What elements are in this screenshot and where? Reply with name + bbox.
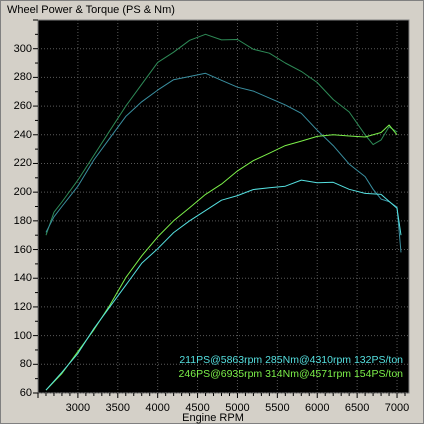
annotation-1: 211PS@5863rpm 285Nm@4310rpm 132PS/ton — [179, 354, 403, 366]
y-tick-label: 160 — [13, 243, 32, 256]
x-tick-label: 4500 — [185, 402, 210, 414]
y-tick-label: 280 — [13, 71, 32, 84]
plot-background — [37, 19, 410, 394]
y-tick-label: 240 — [13, 128, 32, 141]
x-axis-title: Engine RPM — [182, 412, 244, 424]
y-tick-label: 80 — [19, 358, 32, 371]
y-tick-label: 200 — [13, 186, 32, 199]
y-tick-label: 220 — [13, 157, 32, 170]
series-line-2 — [45, 72, 402, 253]
series-line-4 — [45, 179, 402, 391]
y-tick-label: 100 — [13, 329, 32, 342]
x-tick-label: 6500 — [344, 402, 370, 414]
chart-title: Wheel Power & Torque (PS & Nm) — [7, 4, 175, 16]
series-line-1 — [45, 33, 398, 236]
y-tick-label: 180 — [13, 214, 32, 227]
x-tick-label: 5500 — [265, 402, 290, 414]
series-line-3 — [45, 124, 398, 391]
x-tick-label: 6000 — [304, 402, 330, 414]
annotation-2: 246PS@6935rpm 314Nm@4571rpm 154PS/ton — [179, 368, 404, 380]
y-tick-label: 140 — [13, 272, 32, 285]
y-tick-label: 60 — [19, 387, 32, 399]
y-tick-label: 260 — [13, 100, 32, 113]
x-tick-label: 4000 — [145, 402, 170, 414]
x-tick-label: 5000 — [225, 402, 250, 414]
x-tick-label: 3000 — [65, 402, 91, 414]
x-tick-label: 7000 — [384, 402, 410, 414]
x-tick-label: 3500 — [105, 402, 131, 414]
y-tick-label: 120 — [13, 300, 32, 313]
y-tick-label: 300 — [13, 42, 32, 55]
